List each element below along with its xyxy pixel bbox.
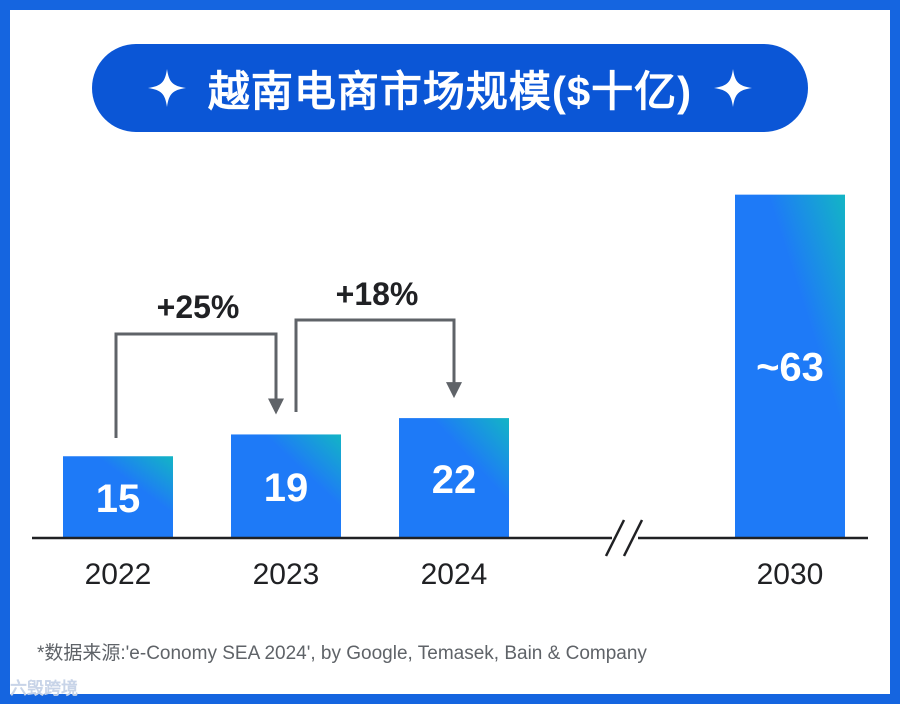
- bar-2024: [399, 418, 509, 538]
- x-tick-label: 2030: [757, 558, 824, 591]
- source-footnote: *数据来源:'e-Conomy SEA 2024', by Google, Te…: [37, 643, 647, 664]
- title-banner: 越南电商市场规模($十亿): [92, 44, 808, 132]
- bar-2022: [63, 456, 173, 538]
- chart-title: 越南电商市场规模($十亿): [207, 67, 693, 115]
- growth-rate-label: +25%: [157, 289, 240, 325]
- arrow-head-icon: [446, 382, 462, 399]
- bar-2023: [231, 434, 341, 538]
- bar-value-label: ~63: [756, 345, 824, 389]
- growth-connector: [114, 332, 278, 438]
- axis-break-marker: [604, 519, 644, 557]
- x-tick-label: 2024: [421, 558, 488, 591]
- sparkle-icon: [147, 69, 186, 107]
- bar-value-label: 19: [264, 466, 309, 510]
- arrow-head-icon: [268, 398, 284, 415]
- x-tick-label: 2022: [85, 558, 152, 591]
- x-tick-label: 2023: [253, 558, 320, 591]
- watermark-text: 六毁跨境: [10, 679, 78, 698]
- growth-rate-label: +18%: [336, 276, 419, 312]
- bar-2030: [735, 194, 845, 538]
- bar-value-label: 22: [432, 458, 477, 502]
- sparkle-icon: [714, 69, 753, 107]
- bar-value-label: 15: [96, 477, 141, 521]
- growth-connector: [294, 318, 456, 412]
